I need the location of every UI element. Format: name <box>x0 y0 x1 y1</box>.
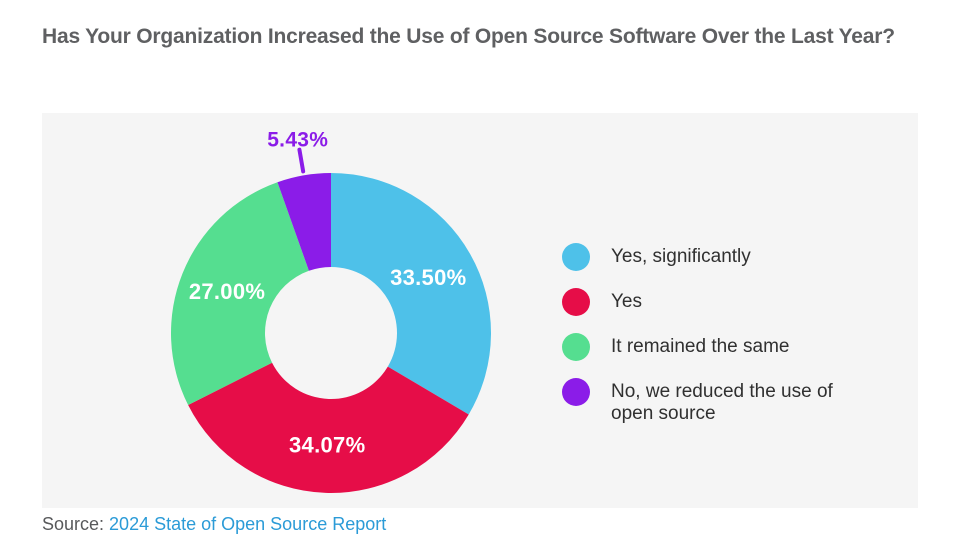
legend-item-no-we-reduced-the-use-of-open-source: No, we reduced the use of open source <box>562 378 842 425</box>
callout-line-no-we-reduced-the-use-of-open-source <box>297 147 306 174</box>
slice-label-yes-significantly: 33.50% <box>390 265 466 290</box>
source-label: Source: <box>42 514 110 534</box>
slice-label-yes: 34.07% <box>289 432 365 457</box>
slice-label-it-remained-the-same: 27.00% <box>189 279 265 304</box>
source-link[interactable]: 2024 State of Open Source Report <box>109 514 387 534</box>
donut-slice-yes <box>188 362 469 493</box>
donut-slice-no-we-reduced-the-use-of-open-source <box>277 173 331 271</box>
legend-label-it-remained-the-same: It remained the same <box>611 336 790 357</box>
donut-slice-yes-significantly <box>331 173 491 415</box>
legend-swatch-it-remained-the-same <box>562 333 590 361</box>
donut-svg: 33.50% 34.07% 27.00% 5.43% <box>170 128 491 493</box>
source-line: Source: 2024 State of Open Source Report <box>42 514 386 535</box>
legend-item-it-remained-the-same: It remained the same <box>562 333 842 361</box>
legend-label-no-we-reduced-the-use-of-open-source: No, we reduced the use of open source <box>611 381 833 424</box>
outside-label-no-we-reduced-the-use-of-open-source: 5.43% <box>267 128 328 151</box>
donut-slice-it-remained-the-same <box>170 182 309 406</box>
page-title: Has Your Organization Increased the Use … <box>42 25 895 48</box>
legend-swatch-yes <box>562 288 590 316</box>
legend-label-yes-significantly: Yes, significantly <box>611 246 751 267</box>
legend-label-yes: Yes <box>611 291 642 312</box>
legend-swatch-yes-significantly <box>562 243 590 271</box>
legend-swatch-no-we-reduced-the-use-of-open-source <box>562 378 590 406</box>
legend-item-yes-significantly: Yes, significantly <box>562 243 842 271</box>
legend: Yes, significantly Yes It remained the sam… <box>562 243 842 442</box>
chart-panel: 33.50% 34.07% 27.00% 5.43% Yes, significant… <box>42 113 918 508</box>
legend-item-yes: Yes <box>562 288 842 316</box>
